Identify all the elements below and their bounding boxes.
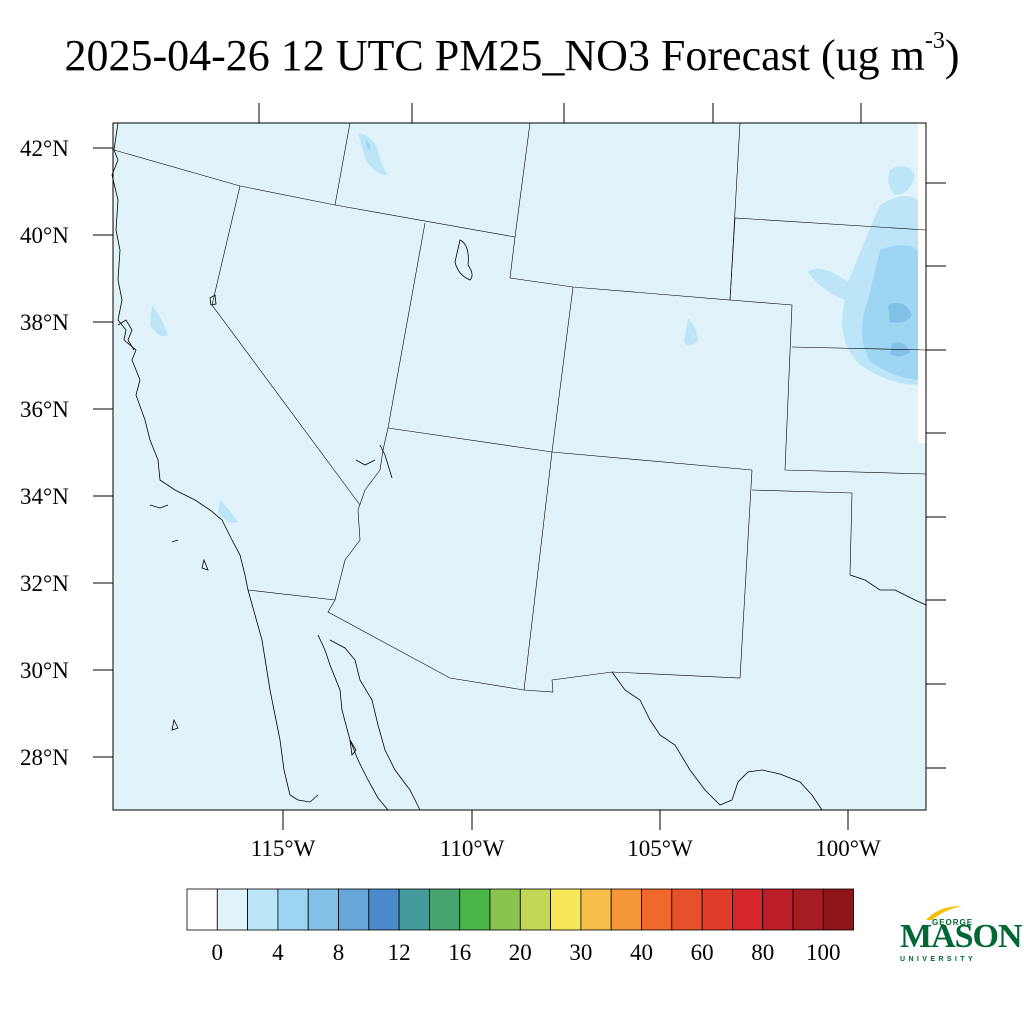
colorbar-swatch [398, 888, 430, 931]
lon-label-105w: 105°W [627, 836, 693, 861]
colorbar-swatch [671, 888, 703, 931]
title-closing: ) [944, 31, 960, 80]
colorbar-label: 30 [569, 940, 592, 965]
colorbar-label: 4 [272, 940, 284, 965]
colorbar-swatch [307, 888, 339, 931]
map-title: 2025-04-26 12 UTC PM25_NO3 Forecast (ug … [0, 28, 1024, 84]
lon-label-100w: 100°W [815, 836, 881, 861]
colorbar-swatch [580, 888, 612, 931]
colorbar-swatch [641, 888, 673, 931]
colorbar-label: 100 [806, 940, 841, 965]
longitude-labels: 115°W 110°W 105°W 100°W [251, 836, 881, 861]
lon-label-110w: 110°W [440, 836, 505, 861]
colorbar-swatch [277, 888, 309, 931]
colorbar-swatch [762, 888, 794, 931]
lat-label-28: 28°N [20, 745, 69, 770]
coastline [111, 122, 927, 811]
lat-label-32: 32°N [20, 571, 69, 596]
colorbar-label: 80 [751, 940, 774, 965]
colorbar-swatch [368, 888, 400, 931]
concentration-plume [150, 133, 918, 523]
lat-label-38: 38°N [20, 310, 69, 335]
lat-label-40: 40°N [20, 223, 69, 248]
gmu-logo: GEORGE MASON UNIVERSITY [896, 900, 1023, 970]
colorbar-label: 16 [448, 940, 471, 965]
colorbar-swatch [216, 888, 249, 931]
colorbar-swatch [792, 888, 824, 931]
colorbar-label: 60 [691, 940, 714, 965]
lat-label-36: 36°N [20, 397, 69, 422]
colorbar-swatch [459, 888, 491, 931]
colorbar-label: 0 [212, 940, 224, 965]
colorbar-label: 8 [333, 940, 345, 965]
colorbar-swatch [186, 888, 218, 931]
map-background [113, 123, 926, 810]
colorbar-label: 40 [630, 940, 653, 965]
colorbar-label: 20 [509, 940, 532, 965]
logo-line-university: UNIVERSITY [900, 956, 977, 963]
logo-line-george: GEORGE [932, 918, 974, 927]
lat-label-30: 30°N [20, 658, 69, 683]
colorbar [186, 888, 854, 931]
title-text: 2025-04-26 12 UTC PM25_NO3 Forecast (ug … [64, 31, 925, 80]
map-panel [111, 122, 927, 811]
colorbar-swatch [732, 888, 764, 931]
colorbar-swatch [247, 888, 279, 931]
logo-line-mason: MASON [900, 918, 1023, 955]
map-ticks [93, 103, 946, 830]
lat-label-42: 42°N [20, 136, 69, 161]
state-boundaries [113, 122, 927, 693]
colorbar-swatch [428, 888, 461, 931]
title-exponent: -3 [924, 28, 945, 54]
colorbar-swatch [822, 888, 854, 931]
colorbar-swatch [338, 888, 370, 931]
colorbar-swatch [701, 888, 733, 931]
colorbar-label: 12 [388, 940, 411, 965]
colorbar-swatch [610, 888, 642, 931]
colorbar-labels: 0 4 8 12 16 20 30 40 60 80 100 [212, 940, 841, 965]
colorbar-swatch [550, 888, 582, 931]
colorbar-swatch [489, 888, 521, 931]
map-frame [112, 122, 927, 811]
lon-label-115w: 115°W [251, 836, 316, 861]
colorbar-swatch [519, 888, 551, 931]
map-edge-gap [918, 123, 926, 443]
lat-label-34: 34°N [20, 484, 69, 509]
logo-swoosh-icon [926, 906, 962, 920]
latitude-labels: 42°N 40°N 38°N 36°N 34°N 32°N 30°N 28°N [20, 136, 69, 770]
